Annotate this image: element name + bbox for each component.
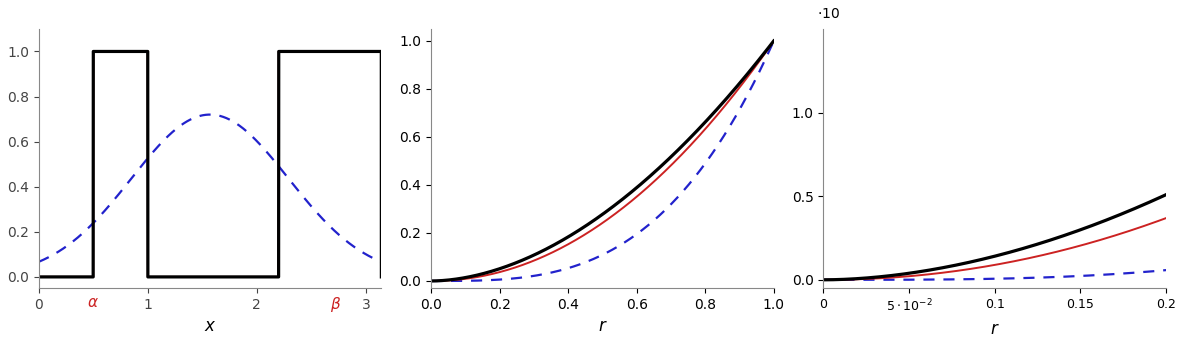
Text: $\cdot 10$: $\cdot 10$ [816, 7, 840, 21]
X-axis label: $x$: $x$ [203, 317, 216, 335]
Text: $\alpha$: $\alpha$ [88, 295, 99, 310]
X-axis label: $r$: $r$ [990, 320, 1000, 338]
X-axis label: $r$: $r$ [597, 317, 607, 335]
Text: $\beta$: $\beta$ [330, 295, 341, 314]
